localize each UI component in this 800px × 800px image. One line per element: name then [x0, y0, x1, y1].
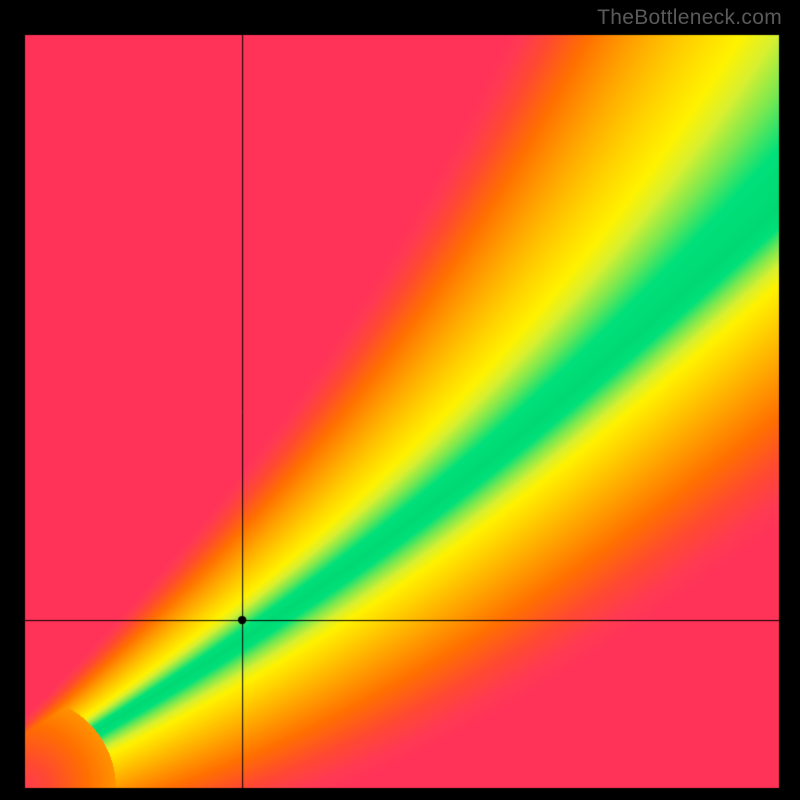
- chart-container: TheBottleneck.com: [0, 0, 800, 800]
- watermark-label: TheBottleneck.com: [597, 6, 782, 30]
- bottleneck-heatmap: [0, 0, 800, 800]
